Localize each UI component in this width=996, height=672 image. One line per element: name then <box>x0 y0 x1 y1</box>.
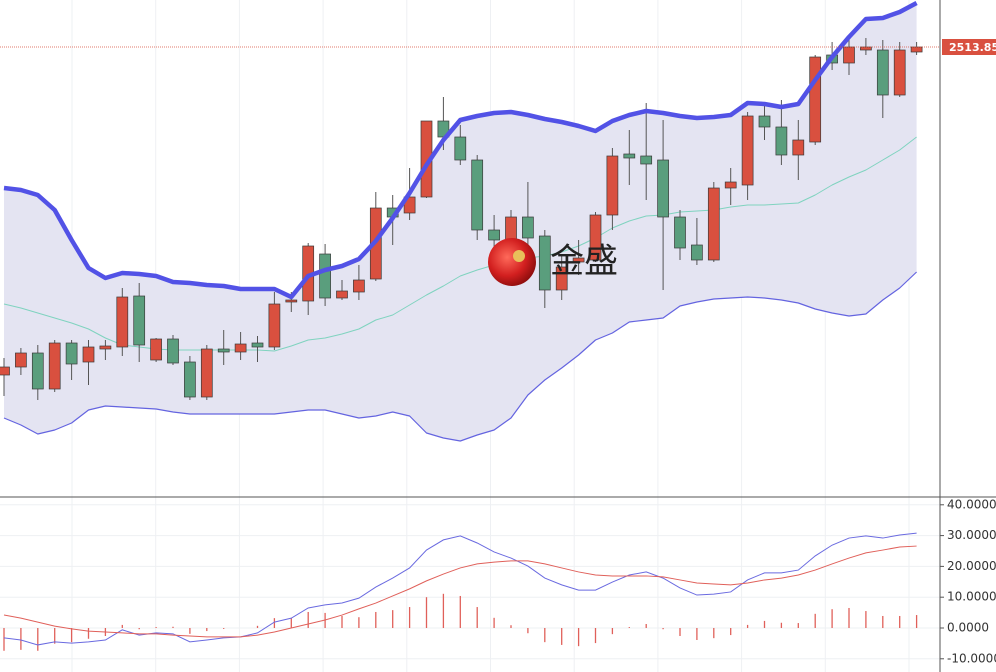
candle-body <box>606 155 619 216</box>
candle-body <box>184 361 196 398</box>
band-fill <box>4 3 917 441</box>
candle-body <box>775 126 788 156</box>
macd-line <box>3 532 917 646</box>
y-tick-label: 20.0000 <box>947 559 996 573</box>
candle-body <box>640 155 653 165</box>
candle-body <box>285 299 298 303</box>
candle-body <box>707 187 720 261</box>
candle-body <box>758 115 771 128</box>
candle-body <box>336 290 348 299</box>
candle-body <box>741 115 754 186</box>
last-price-label: 2513.85 <box>949 41 996 54</box>
candle-body <box>555 266 568 291</box>
last-price-box <box>942 39 996 55</box>
candle-body <box>48 342 61 390</box>
y-tick-label: -10.0000 <box>947 651 996 665</box>
candle-body <box>623 153 636 159</box>
candle-body <box>843 46 855 64</box>
candle-body <box>150 338 162 361</box>
candle-body <box>691 244 703 261</box>
candle-body <box>910 46 923 53</box>
candle-body <box>217 348 230 353</box>
candle-body <box>860 46 872 51</box>
candle-body <box>268 303 281 348</box>
candle-body <box>876 49 889 96</box>
candle-body <box>792 139 805 156</box>
candle-body <box>82 346 95 363</box>
watermark-text: 金盛 <box>550 242 618 282</box>
candle-body <box>0 366 10 376</box>
macd-line <box>3 545 917 638</box>
band-upper-line <box>3 1 918 300</box>
candle-body <box>99 345 112 350</box>
candle-body <box>31 352 44 390</box>
candle-body <box>538 235 551 291</box>
y-tick-label: 30.0000 <box>947 528 996 542</box>
candle-body <box>167 338 179 364</box>
watermark-logo <box>488 238 536 286</box>
candle-body <box>809 56 822 143</box>
band-lower-line <box>3 271 918 442</box>
candle-body <box>200 348 213 398</box>
candle-body <box>319 253 331 299</box>
candle-body <box>454 136 467 161</box>
candle-body <box>471 159 484 231</box>
candle-body <box>116 296 129 348</box>
candle-body <box>657 159 669 218</box>
candle-body <box>15 352 27 368</box>
candle-body <box>234 343 247 353</box>
y-tick-label: 0.0000 <box>947 620 989 634</box>
candle-body <box>251 342 264 348</box>
candle-body <box>572 257 585 263</box>
candle-body <box>488 229 500 241</box>
candle-body <box>724 181 737 189</box>
candle-body <box>522 216 534 239</box>
candle-body <box>353 279 365 293</box>
candle-body <box>65 342 78 365</box>
watermark-logo-dot <box>513 250 525 262</box>
candle-body <box>589 214 602 261</box>
y-tick-label: 10.0000 <box>947 590 996 604</box>
candle-body <box>133 295 146 346</box>
candle-body <box>893 49 906 96</box>
candle-body <box>674 216 686 249</box>
candle-body <box>505 216 517 241</box>
y-tick-label: 40.0000 <box>947 497 996 511</box>
